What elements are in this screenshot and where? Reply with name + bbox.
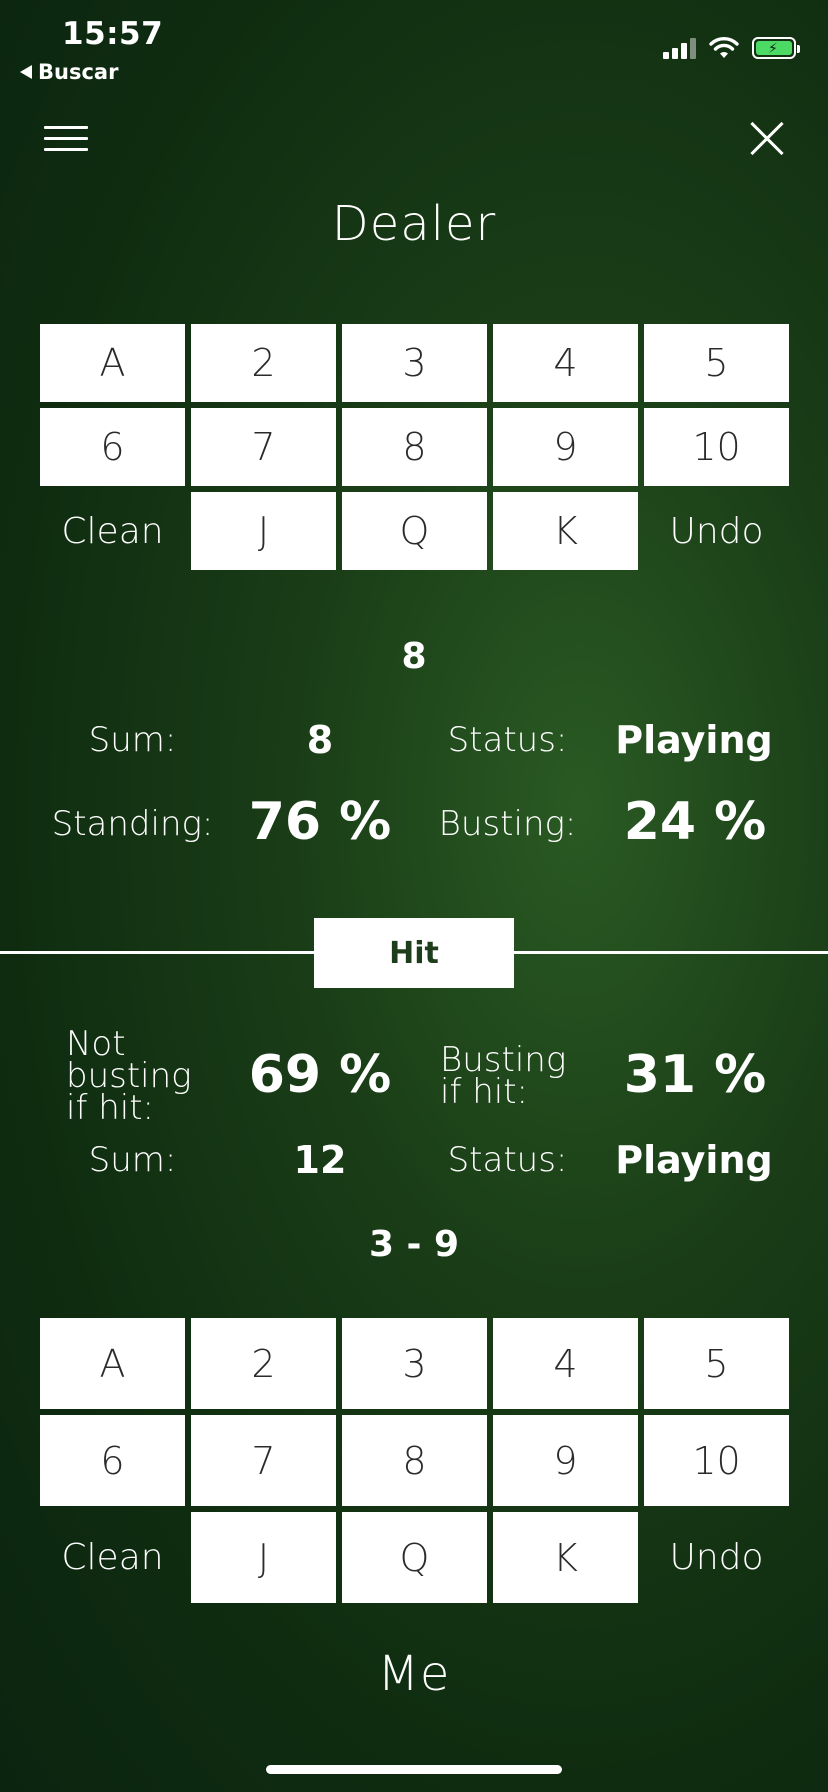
back-label: Buscar (38, 60, 119, 84)
home-indicator[interactable] (266, 1765, 562, 1774)
me-title: Me (377, 1646, 451, 1702)
dealer-card-button[interactable]: A (40, 324, 185, 402)
dealer-hand: 8 (401, 636, 427, 677)
dealer-card-button[interactable]: 10 (644, 408, 789, 486)
me-card-button[interactable]: K (493, 1512, 638, 1603)
me-card-button[interactable]: 8 (342, 1415, 487, 1506)
me-clean-button[interactable]: Clean (61, 1537, 164, 1578)
me-card-button[interactable]: 3 (342, 1318, 487, 1409)
dealer-title: Dealer (331, 196, 497, 252)
me-hand: 3 - 9 (368, 1224, 460, 1265)
me-sum-label: Sum: (88, 1140, 177, 1180)
dealer-sum-label: Sum: (88, 720, 177, 760)
me-card-button[interactable]: Q (342, 1512, 487, 1603)
me-card-button[interactable]: 2 (191, 1318, 336, 1409)
dealer-card-button[interactable]: 6 (40, 408, 185, 486)
back-button[interactable]: Buscar (20, 60, 118, 84)
dealer-card-button[interactable]: K (493, 492, 638, 570)
hit-button[interactable]: Hit (314, 918, 514, 988)
me-card-button[interactable]: 10 (644, 1415, 789, 1506)
dealer-card-button[interactable]: 4 (493, 324, 638, 402)
dealer-busting-value: 24 % (623, 792, 767, 852)
dealer-status-value: Playing (615, 718, 773, 762)
me-undo-button[interactable]: Undo (669, 1537, 764, 1578)
battery-charging-icon: ⚡ (752, 37, 800, 59)
busting-if-hit-label: Busting if hit: (440, 1040, 567, 1112)
close-icon[interactable] (748, 120, 786, 158)
me-status-label: Status: (447, 1140, 568, 1180)
not-busting-value: 69 % (248, 1045, 392, 1105)
me-card-button[interactable]: 6 (40, 1415, 185, 1506)
not-busting-label: Not busting if hit: (66, 1024, 192, 1128)
status-time: 15:57 (62, 16, 164, 52)
busting-if-hit-value: 31 % (623, 1045, 767, 1105)
dealer-busting-label: Busting: (438, 804, 577, 844)
me-card-button[interactable]: 9 (493, 1415, 638, 1506)
dealer-card-button[interactable]: 8 (342, 408, 487, 486)
dealer-sum-value: 8 (306, 718, 334, 762)
me-card-button[interactable]: A (40, 1318, 185, 1409)
dealer-card-button[interactable]: 5 (644, 324, 789, 402)
me-card-button[interactable]: 4 (493, 1318, 638, 1409)
me-card-button[interactable]: J (191, 1512, 336, 1603)
me-card-pad: A 2 3 4 5 6 7 8 9 10 Clean J Q K Undo (40, 1318, 789, 1603)
me-card-button[interactable]: 7 (191, 1415, 336, 1506)
me-sum-value: 12 (293, 1138, 347, 1182)
dealer-card-button[interactable]: Q (342, 492, 487, 570)
back-arrow-icon (20, 65, 32, 79)
me-card-button[interactable]: 5 (644, 1318, 789, 1409)
dealer-card-button[interactable]: J (191, 492, 336, 570)
dealer-standing-label: Standing: (51, 804, 214, 844)
wifi-icon (709, 37, 739, 58)
status-icons: ⚡ (663, 36, 800, 60)
dealer-standing-value: 76 % (248, 792, 392, 852)
dealer-card-pad: A 2 3 4 5 6 7 8 9 10 Clean J Q K Undo (40, 324, 789, 570)
dealer-card-button[interactable]: 7 (191, 408, 336, 486)
cellular-signal-icon (663, 37, 696, 59)
dealer-card-button[interactable]: 3 (342, 324, 487, 402)
dealer-card-button[interactable]: 2 (191, 324, 336, 402)
dealer-card-button[interactable]: 9 (493, 408, 638, 486)
dealer-status-label: Status: (447, 720, 568, 760)
me-status-value: Playing (615, 1138, 773, 1182)
dealer-clean-button[interactable]: Clean (61, 510, 164, 552)
hamburger-menu-icon[interactable] (44, 126, 88, 152)
dealer-undo-button[interactable]: Undo (669, 510, 764, 552)
